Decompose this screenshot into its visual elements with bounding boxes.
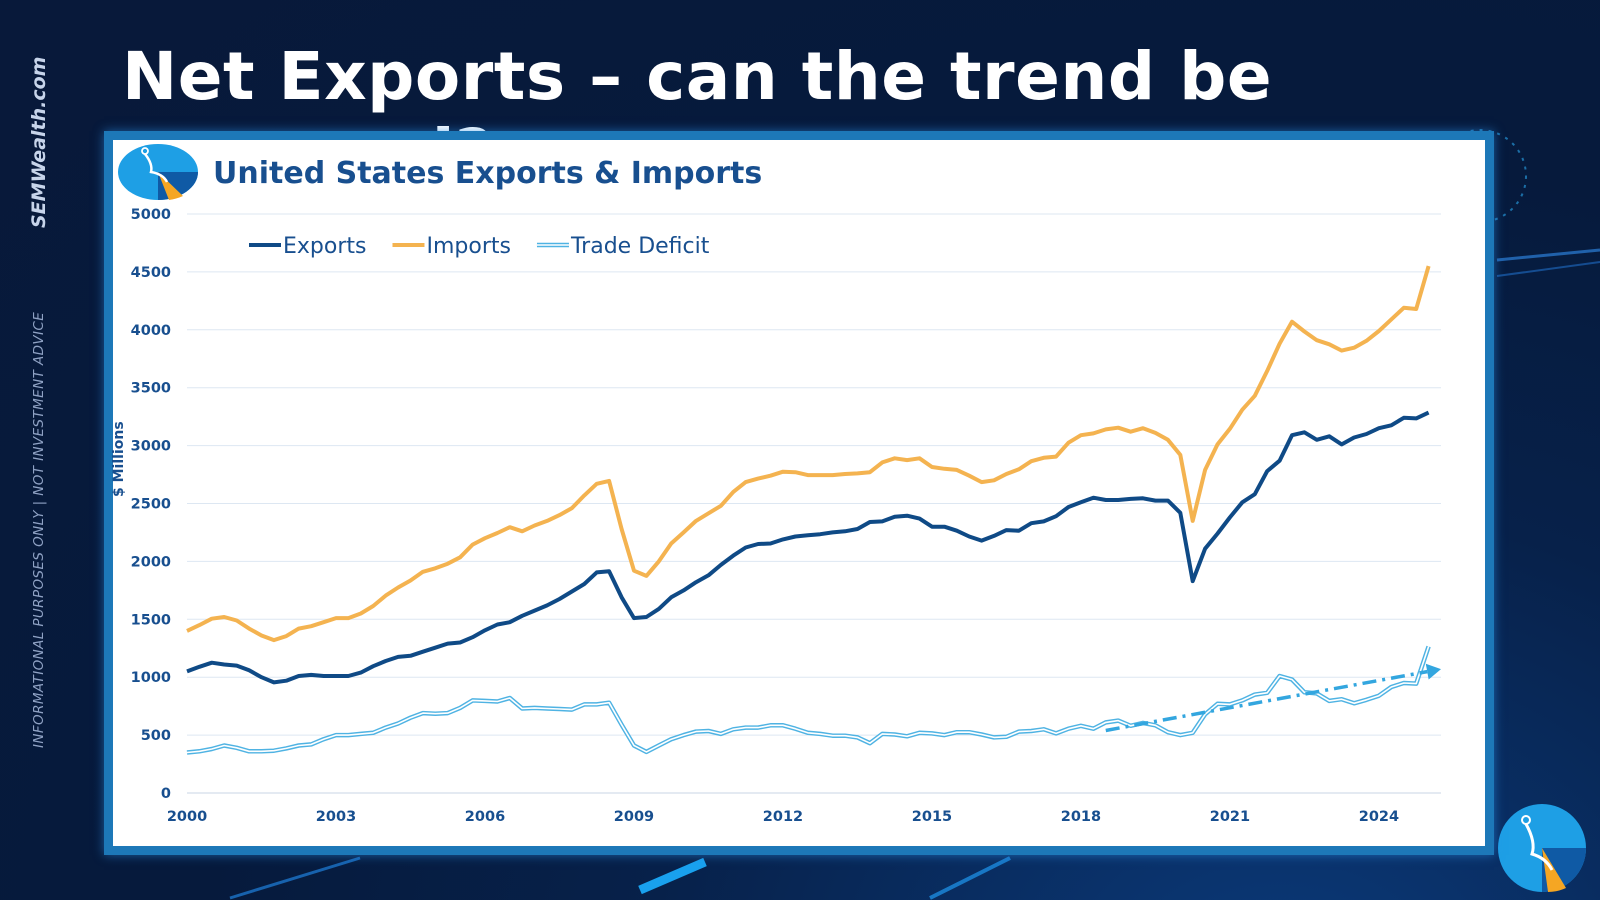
y-tick-label: 2500 bbox=[131, 497, 171, 513]
legend-label-imports: Imports bbox=[426, 234, 510, 259]
y-tick-label: 4000 bbox=[131, 323, 171, 339]
chart-panel: United States Exports & Imports $ Millio… bbox=[111, 140, 1485, 846]
series-line-exports bbox=[186, 410, 1430, 685]
x-tick-label: 2009 bbox=[614, 809, 654, 825]
y-tick-label: 4500 bbox=[131, 265, 171, 281]
x-tick-label: 2003 bbox=[316, 809, 356, 825]
x-tick-label: 2012 bbox=[763, 809, 803, 825]
y-tick-label: 0 bbox=[161, 786, 171, 802]
series-line-imports bbox=[186, 265, 1431, 643]
y-tick-label: 3000 bbox=[131, 439, 171, 455]
y-tick-label: 3500 bbox=[131, 381, 171, 397]
series-line-trade-deficit-inner bbox=[186, 646, 1430, 754]
chart-title: United States Exports & Imports bbox=[213, 156, 763, 191]
x-tick-label: 2006 bbox=[465, 809, 505, 825]
y-tick-label: 1000 bbox=[131, 670, 171, 686]
trendline bbox=[1105, 669, 1428, 733]
y-tick-label: 500 bbox=[141, 728, 171, 744]
y-tick-label: 2000 bbox=[131, 554, 171, 570]
corner-logo-icon bbox=[1498, 804, 1586, 892]
x-tick-label: 2000 bbox=[167, 809, 207, 825]
trendline-arrowhead bbox=[1425, 663, 1441, 680]
x-tick-label: 2015 bbox=[912, 809, 952, 825]
x-tick-label: 2018 bbox=[1061, 809, 1101, 825]
chart-frame: United States Exports & Imports $ Millio… bbox=[104, 131, 1494, 855]
line-chart: 0 500 1000 1500 2000 2500 3000 3500 4000 4500 5000… bbox=[131, 207, 1441, 825]
y-tick-label: 5000 bbox=[131, 207, 171, 223]
legend-label-exports: Exports bbox=[283, 234, 366, 259]
x-tick-label: 2021 bbox=[1210, 809, 1250, 825]
legend-label-trade-deficit: Trade Deficit bbox=[570, 234, 710, 259]
chart-logo-icon bbox=[118, 144, 198, 200]
y-tick-label: 1500 bbox=[131, 612, 171, 628]
x-tick-label: 2024 bbox=[1359, 809, 1399, 825]
